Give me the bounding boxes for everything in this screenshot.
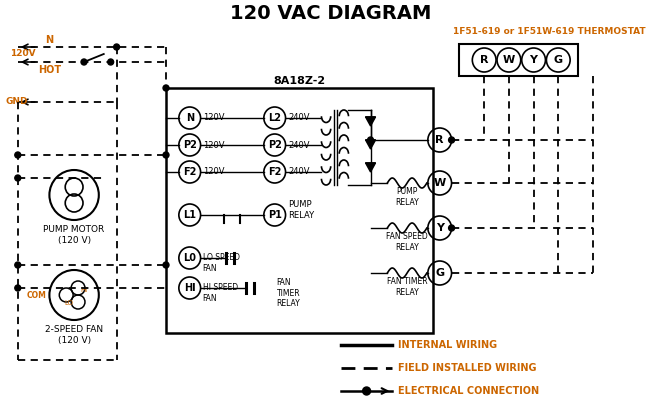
Text: COM: COM: [27, 290, 46, 300]
Circle shape: [163, 85, 169, 91]
Text: L2: L2: [268, 113, 281, 123]
Circle shape: [15, 152, 21, 158]
Text: W: W: [433, 178, 446, 188]
FancyBboxPatch shape: [460, 44, 578, 76]
Text: N: N: [46, 35, 54, 45]
Circle shape: [108, 59, 114, 65]
Text: P2: P2: [268, 140, 281, 150]
Text: 240V: 240V: [289, 140, 310, 150]
Polygon shape: [366, 117, 375, 126]
Text: 120V: 120V: [204, 114, 225, 122]
Text: LO SPEED
FAN: LO SPEED FAN: [202, 253, 240, 273]
Text: Y: Y: [529, 55, 537, 65]
Circle shape: [362, 387, 371, 395]
Circle shape: [15, 285, 21, 291]
Circle shape: [114, 44, 119, 50]
Circle shape: [449, 225, 454, 231]
Text: R: R: [436, 135, 444, 145]
Text: G: G: [435, 268, 444, 278]
Circle shape: [449, 137, 454, 143]
Text: L1: L1: [183, 210, 196, 220]
Text: W: W: [502, 55, 515, 65]
Text: GND: GND: [6, 98, 28, 106]
Circle shape: [15, 175, 21, 181]
Text: FAN
TIMER
RELAY: FAN TIMER RELAY: [277, 278, 300, 308]
Text: HI: HI: [184, 283, 196, 293]
Text: FAN TIMER
RELAY: FAN TIMER RELAY: [387, 277, 427, 297]
FancyBboxPatch shape: [166, 88, 433, 333]
Text: R: R: [480, 55, 488, 65]
Text: FIELD INSTALLED WIRING: FIELD INSTALLED WIRING: [398, 363, 537, 373]
Text: P1: P1: [268, 210, 281, 220]
Text: ELECTRICAL CONNECTION: ELECTRICAL CONNECTION: [398, 386, 539, 396]
Text: INTERNAL WIRING: INTERNAL WIRING: [398, 340, 497, 350]
Circle shape: [15, 262, 21, 268]
Text: 8A18Z-2: 8A18Z-2: [273, 76, 326, 86]
Text: P2: P2: [183, 140, 197, 150]
Text: N: N: [186, 113, 194, 123]
Text: L0: L0: [183, 253, 196, 263]
Text: 120V: 120V: [204, 168, 225, 176]
Circle shape: [81, 59, 87, 65]
Text: F2: F2: [183, 167, 196, 177]
Circle shape: [163, 152, 169, 158]
Text: PUMP MOTOR
(120 V): PUMP MOTOR (120 V): [44, 225, 105, 245]
Text: F2: F2: [268, 167, 281, 177]
Polygon shape: [366, 140, 375, 149]
Text: 240V: 240V: [289, 114, 310, 122]
Text: 120V: 120V: [10, 49, 36, 57]
Text: Y: Y: [436, 223, 444, 233]
Text: HOT: HOT: [38, 65, 61, 75]
Text: 120 VAC DIAGRAM: 120 VAC DIAGRAM: [230, 5, 431, 23]
Circle shape: [368, 137, 373, 143]
Text: G: G: [553, 55, 563, 65]
Text: PUMP
RELAY: PUMP RELAY: [395, 187, 419, 207]
Text: 1F51-619 or 1F51W-619 THERMOSTAT: 1F51-619 or 1F51W-619 THERMOSTAT: [453, 28, 646, 36]
Text: 240V: 240V: [289, 168, 310, 176]
Text: HI: HI: [80, 287, 88, 293]
Text: 120V: 120V: [204, 140, 225, 150]
Text: FAN SPEED
RELAY: FAN SPEED RELAY: [386, 232, 428, 252]
Text: LO: LO: [65, 300, 74, 306]
Text: HI SPEED
FAN: HI SPEED FAN: [202, 283, 238, 303]
Text: PUMP
RELAY: PUMP RELAY: [289, 200, 315, 220]
Text: 2-SPEED FAN
(120 V): 2-SPEED FAN (120 V): [45, 325, 103, 345]
Circle shape: [163, 262, 169, 268]
Polygon shape: [366, 163, 375, 172]
